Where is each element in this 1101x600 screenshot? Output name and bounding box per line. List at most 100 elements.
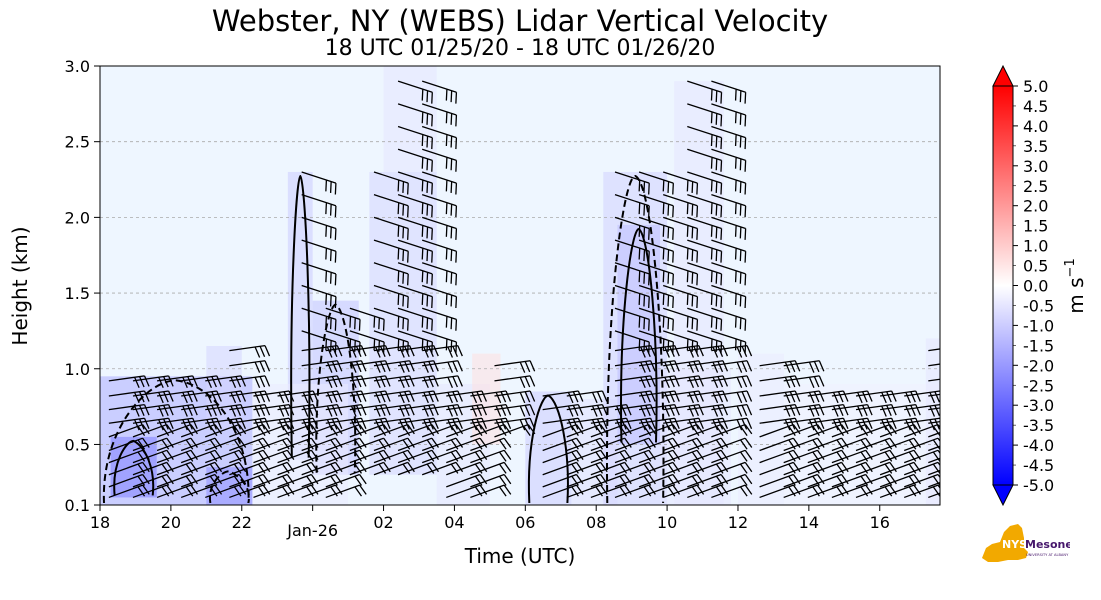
wind-barb [180,473,223,488]
wind-barb [711,307,747,331]
wind-barb [156,461,199,476]
colorbar-tick-label: -1.0 [1023,316,1054,335]
wind-barb [397,171,433,195]
wind-barb [156,473,199,488]
wind-barb [253,390,295,404]
wind-barb [614,390,656,404]
wind-barb [590,403,632,417]
wind-barb [156,449,199,464]
wind-barb [446,484,488,499]
velocity-contour [620,227,658,443]
wind-barb [277,417,319,431]
wind-barb [421,307,458,331]
wind-barb [638,375,680,388]
x-tick-label: 16 [870,513,890,532]
colorbar-minor-label: -0.5 [1023,296,1054,315]
wind-barb [807,461,849,476]
x-tick-label: 20 [161,513,181,532]
colorbar-extend-min [992,484,1014,507]
wind-barb [831,484,873,499]
wind-barb [397,148,433,172]
wind-barb [903,461,940,476]
wind-barb [108,449,150,464]
colorbar-tick-label: 5.0 [1023,77,1048,96]
wind-barb [349,360,391,373]
wind-barb [229,417,271,431]
wind-barb [446,473,488,488]
wind-barb [662,194,699,218]
colorbar-tick-label: 2.0 [1023,197,1048,216]
wind-barb [373,437,415,452]
wind-barb [928,481,940,488]
wind-barb [711,417,753,431]
colorbar-extend-max [992,64,1014,87]
wind-barb [638,437,681,452]
wind-barb [687,437,729,452]
wind-barb [590,417,632,431]
wind-barb [663,390,704,404]
colorbar-tick-label: -3.0 [1023,396,1054,415]
wind-barb [614,473,656,488]
wind-barb [903,484,940,499]
wind-barb [638,307,674,331]
wind-barb [590,473,632,488]
wind-barb [421,148,458,172]
wind-barb [325,344,367,358]
wind-barb [132,417,174,431]
wind-barb [325,461,367,476]
wind-barb [277,390,319,404]
wind-barb [807,437,849,452]
x-tick-label: 06 [515,513,535,532]
wind-barb [614,330,650,354]
wind-barb [397,437,440,452]
wind-barb [880,403,921,417]
wind-barb [928,492,940,499]
plot-frame [99,65,941,506]
wind-barb [711,284,747,309]
wind-barb [759,461,801,476]
wind-barb [566,390,608,404]
wind-barb [373,360,415,373]
wind-barb [349,417,391,431]
wind-barb [614,307,650,331]
x-tick-label: 04 [444,513,464,532]
wind-barb [446,461,488,476]
wind-barb [397,461,440,476]
wind-barb [373,239,409,263]
wind-barb [229,473,271,488]
wind-barb [855,437,897,452]
wind-barb [277,403,319,417]
wind-barb [277,437,319,452]
wind-barb [446,390,488,404]
wind-barb [662,473,705,488]
y-tick-label: 0.5 [65,435,90,454]
wind-barb [614,194,650,218]
wind-barb [711,461,753,476]
y-tick-label: 1.5 [65,284,90,303]
wind-barb [903,473,940,488]
wind-barb [108,473,150,488]
wind-barb [277,449,319,464]
wind-barb [277,461,319,476]
wind-barb [156,375,198,388]
colorbar-minor-label: -3.5 [1023,416,1054,435]
wind-barb [373,216,409,240]
wind-barb [446,403,488,417]
wind-barb [662,449,705,464]
wind-barb [711,171,747,195]
wind-barb [325,437,367,452]
wind-barb [687,171,723,195]
wind-barb [421,239,458,263]
wind-barb [446,449,488,464]
wind-barb [301,417,343,431]
wind-barb [301,449,343,464]
wind-barb [397,344,439,358]
wind-barb [711,330,747,354]
wind-barb [855,403,897,417]
wind-barb [397,239,433,263]
wind-barb [205,390,247,404]
wind-barb [855,390,897,404]
wind-barb [614,216,650,240]
wind-barb [325,330,361,354]
logo-subtext: UNIVERSITY AT ALBANY [1026,553,1069,557]
